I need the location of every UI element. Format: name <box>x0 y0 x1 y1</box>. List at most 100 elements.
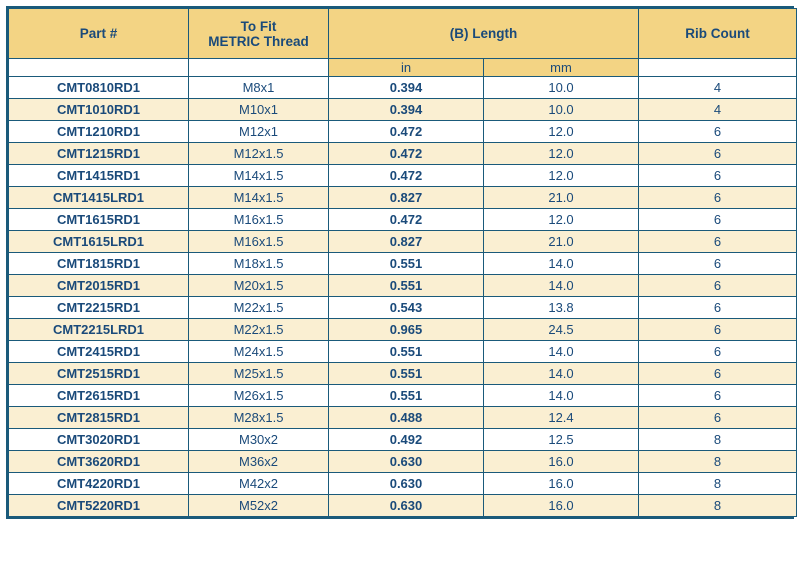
cell-length-mm: 14.0 <box>484 385 639 407</box>
cell-thread: M16x1.5 <box>189 231 329 253</box>
cell-part: CMT2515RD1 <box>9 363 189 385</box>
cell-part: CMT2415RD1 <box>9 341 189 363</box>
cell-length-in: 0.543 <box>329 297 484 319</box>
cell-part: CMT2015RD1 <box>9 275 189 297</box>
cell-length-in: 0.630 <box>329 473 484 495</box>
cell-length-in: 0.472 <box>329 165 484 187</box>
cell-length-in: 0.394 <box>329 77 484 99</box>
cell-thread: M26x1.5 <box>189 385 329 407</box>
cell-rib: 8 <box>639 429 797 451</box>
cell-thread: M36x2 <box>189 451 329 473</box>
cell-rib: 6 <box>639 297 797 319</box>
table-row: CMT1215RD1M12x1.50.47212.06 <box>9 143 797 165</box>
table-row: CMT2215RD1M22x1.50.54313.86 <box>9 297 797 319</box>
cell-thread: M14x1.5 <box>189 187 329 209</box>
cell-length-mm: 10.0 <box>484 99 639 121</box>
cell-rib: 6 <box>639 143 797 165</box>
cell-thread: M10x1 <box>189 99 329 121</box>
table-row: CMT2815RD1M28x1.50.48812.46 <box>9 407 797 429</box>
cell-thread: M30x2 <box>189 429 329 451</box>
table-row: CMT2615RD1M26x1.50.55114.06 <box>9 385 797 407</box>
table-row: CMT1210RD1M12x10.47212.06 <box>9 121 797 143</box>
cell-length-mm: 12.5 <box>484 429 639 451</box>
cell-length-mm: 12.0 <box>484 209 639 231</box>
cell-length-mm: 24.5 <box>484 319 639 341</box>
cell-thread: M20x1.5 <box>189 275 329 297</box>
cell-part: CMT3620RD1 <box>9 451 189 473</box>
table-row: CMT1415LRD1M14x1.50.82721.06 <box>9 187 797 209</box>
parts-table-container: Part # To Fit METRIC Thread (B) Length R… <box>6 6 794 519</box>
cell-length-mm: 14.0 <box>484 275 639 297</box>
cell-length-mm: 14.0 <box>484 341 639 363</box>
cell-thread: M24x1.5 <box>189 341 329 363</box>
cell-part: CMT3020RD1 <box>9 429 189 451</box>
cell-part: CMT2215LRD1 <box>9 319 189 341</box>
cell-rib: 6 <box>639 165 797 187</box>
header-length: (B) Length <box>329 9 639 59</box>
cell-thread: M14x1.5 <box>189 165 329 187</box>
cell-length-mm: 12.0 <box>484 121 639 143</box>
cell-part: CMT1415LRD1 <box>9 187 189 209</box>
table-row: CMT1415RD1M14x1.50.47212.06 <box>9 165 797 187</box>
cell-length-mm: 16.0 <box>484 473 639 495</box>
subheader-mm: mm <box>484 59 639 77</box>
cell-length-mm: 10.0 <box>484 77 639 99</box>
cell-part: CMT1615LRD1 <box>9 231 189 253</box>
cell-rib: 6 <box>639 341 797 363</box>
cell-thread: M52x2 <box>189 495 329 517</box>
cell-rib: 6 <box>639 407 797 429</box>
table-row: CMT1615LRD1M16x1.50.82721.06 <box>9 231 797 253</box>
cell-part: CMT1215RD1 <box>9 143 189 165</box>
cell-length-mm: 13.8 <box>484 297 639 319</box>
header-blank-thread <box>189 59 329 77</box>
cell-rib: 6 <box>639 385 797 407</box>
table-row: CMT4220RD1M42x20.63016.08 <box>9 473 797 495</box>
cell-length-in: 0.551 <box>329 253 484 275</box>
cell-part: CMT5220RD1 <box>9 495 189 517</box>
cell-rib: 6 <box>639 121 797 143</box>
cell-length-in: 0.394 <box>329 99 484 121</box>
cell-part: CMT2615RD1 <box>9 385 189 407</box>
cell-thread: M22x1.5 <box>189 297 329 319</box>
parts-table: Part # To Fit METRIC Thread (B) Length R… <box>8 8 797 517</box>
header-rib: Rib Count <box>639 9 797 59</box>
cell-length-in: 0.488 <box>329 407 484 429</box>
cell-rib: 8 <box>639 473 797 495</box>
header-thread: To Fit METRIC Thread <box>189 9 329 59</box>
cell-thread: M22x1.5 <box>189 319 329 341</box>
cell-part: CMT4220RD1 <box>9 473 189 495</box>
cell-rib: 6 <box>639 275 797 297</box>
cell-length-mm: 16.0 <box>484 495 639 517</box>
cell-length-in: 0.551 <box>329 363 484 385</box>
cell-length-in: 0.630 <box>329 495 484 517</box>
cell-thread: M16x1.5 <box>189 209 329 231</box>
cell-part: CMT1415RD1 <box>9 165 189 187</box>
cell-part: CMT1815RD1 <box>9 253 189 275</box>
cell-length-mm: 21.0 <box>484 187 639 209</box>
cell-length-mm: 16.0 <box>484 451 639 473</box>
table-body: CMT0810RD1M8x10.39410.04CMT1010RD1M10x10… <box>9 77 797 517</box>
cell-length-in: 0.827 <box>329 187 484 209</box>
cell-thread: M12x1.5 <box>189 143 329 165</box>
cell-thread: M12x1 <box>189 121 329 143</box>
cell-rib: 6 <box>639 231 797 253</box>
cell-part: CMT1210RD1 <box>9 121 189 143</box>
cell-length-mm: 14.0 <box>484 363 639 385</box>
cell-rib: 6 <box>639 253 797 275</box>
cell-length-in: 0.551 <box>329 275 484 297</box>
cell-length-mm: 12.0 <box>484 165 639 187</box>
header-blank-part <box>9 59 189 77</box>
cell-rib: 8 <box>639 495 797 517</box>
cell-length-mm: 21.0 <box>484 231 639 253</box>
cell-length-in: 0.472 <box>329 209 484 231</box>
cell-length-in: 0.492 <box>329 429 484 451</box>
table-row: CMT1615RD1M16x1.50.47212.06 <box>9 209 797 231</box>
table-header: Part # To Fit METRIC Thread (B) Length R… <box>9 9 797 77</box>
table-row: CMT1815RD1M18x1.50.55114.06 <box>9 253 797 275</box>
cell-length-in: 0.827 <box>329 231 484 253</box>
cell-thread: M28x1.5 <box>189 407 329 429</box>
cell-length-in: 0.551 <box>329 385 484 407</box>
table-row: CMT0810RD1M8x10.39410.04 <box>9 77 797 99</box>
cell-length-in: 0.551 <box>329 341 484 363</box>
cell-length-in: 0.965 <box>329 319 484 341</box>
